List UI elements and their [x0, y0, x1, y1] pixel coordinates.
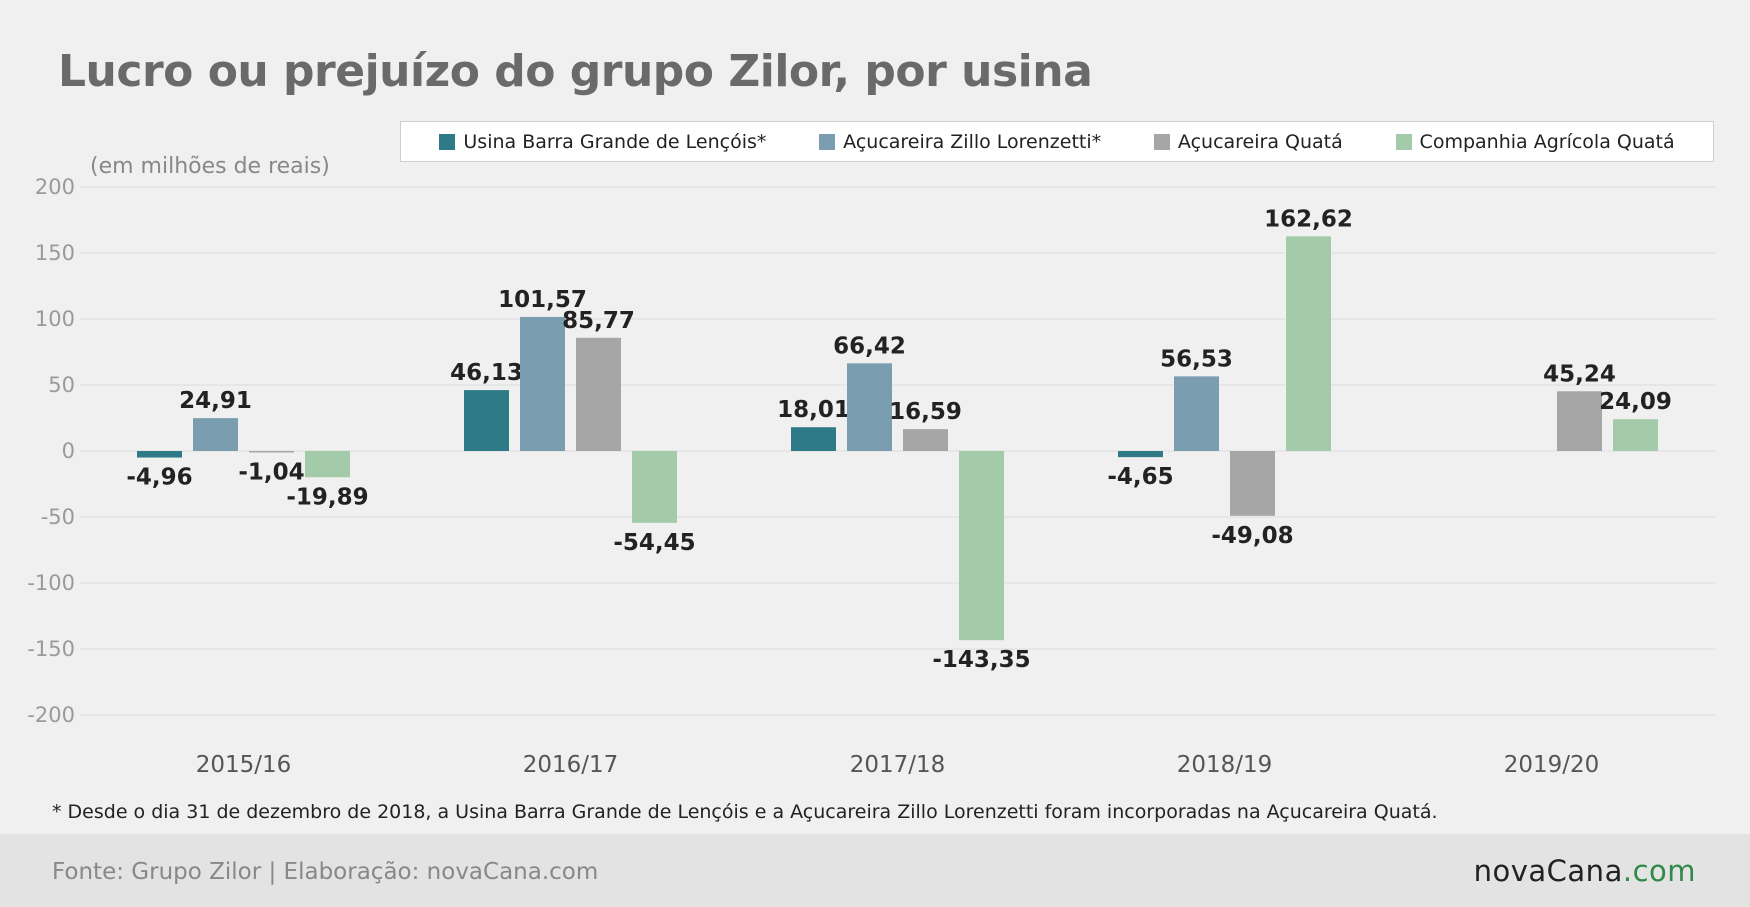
bar: [959, 451, 1004, 641]
legend-label-companhia-agricola: Companhia Agrícola Quatá: [1419, 130, 1675, 153]
source-credit: Fonte: Grupo Zilor | Elaboração: novaCan…: [52, 859, 599, 885]
bar: [305, 451, 350, 478]
legend-item-zillo-lorenzetti: Açucareira Zillo Lorenzetti*: [819, 131, 1101, 153]
y-tick-label: 200: [35, 175, 75, 199]
bar-chart: 200 150 100 50 0 -50 -100 -150 -200 -4,96 24,91 -1,…: [27, 175, 1715, 778]
legend-label-acucareira-quata: Açucareira Quatá: [1177, 130, 1343, 153]
bar: [464, 390, 509, 451]
data-label: 66,42: [833, 333, 906, 359]
bar: [1557, 391, 1602, 451]
bar: [1230, 451, 1275, 516]
bar: [903, 429, 948, 451]
bar: [137, 451, 182, 458]
legend-label-barra-grande: Usina Barra Grande de Lençóis*: [463, 130, 767, 153]
data-label: -4,96: [126, 465, 192, 491]
data-label: -1,04: [238, 460, 304, 486]
data-label: 45,24: [1543, 361, 1616, 387]
x-tick-label: 2019/20: [1504, 752, 1600, 778]
y-tick-label: 100: [35, 307, 75, 331]
x-tick-label: 2016/17: [523, 752, 619, 778]
data-label: 46,13: [450, 360, 523, 386]
y-tick-label: -50: [41, 505, 75, 529]
bar: [193, 418, 238, 451]
legend-item-acucareira-quata: Açucareira Quatá: [1153, 130, 1343, 153]
x-tick-label: 2015/16: [196, 752, 292, 778]
legend-item-barra-grande: Usina Barra Grande de Lençóis*: [439, 131, 766, 153]
unit-label: (em milhões de reais): [90, 154, 330, 179]
data-label: 162,62: [1264, 206, 1353, 232]
bar: [249, 451, 294, 453]
data-label: 24,91: [179, 388, 252, 414]
footer-bar: [0, 834, 1750, 907]
bar: [791, 427, 836, 451]
legend-swatch-companhia-agricola: [1395, 133, 1412, 150]
footnote: * Desde o dia 31 de dezembro de 2018, a …: [52, 801, 1438, 823]
legend-item-companhia-agricola: Companhia Agrícola Quatá: [1395, 130, 1675, 153]
legend-swatch-zillo-lorenzetti: [819, 133, 836, 150]
data-label: -4,65: [1107, 464, 1173, 490]
data-label: 24,09: [1599, 389, 1672, 415]
y-tick-label: -100: [27, 571, 75, 595]
y-tick-label: 50: [48, 373, 75, 397]
bar: [632, 451, 677, 523]
y-tick-label: -150: [27, 637, 75, 661]
legend-label-zillo-lorenzetti: Açucareira Zillo Lorenzetti*: [843, 130, 1102, 153]
x-tick-label: 2018/19: [1177, 752, 1273, 778]
bar: [520, 316, 565, 451]
data-label: 101,57: [498, 287, 587, 313]
data-label: 18,01: [777, 397, 850, 423]
legend-swatch-barra-grande: [439, 133, 456, 150]
bar: [1286, 236, 1331, 451]
x-tick-label: 2017/18: [850, 752, 946, 778]
y-tick-label: 0: [62, 439, 75, 463]
bar: [847, 363, 892, 451]
legend: Usina Barra Grande de Lençóis* Açucareir…: [400, 121, 1714, 162]
legend-swatch-acucareira-quata: [1153, 133, 1170, 150]
data-label: -143,35: [932, 647, 1030, 673]
y-tick-label: 150: [35, 241, 75, 265]
novacana-logo: novaCana.com: [1473, 854, 1696, 888]
bar: [576, 337, 621, 451]
bar: [1174, 376, 1219, 451]
data-label: -19,89: [286, 484, 368, 510]
data-label: 16,59: [889, 399, 962, 425]
bar: [1613, 419, 1658, 451]
y-tick-label: -200: [27, 703, 75, 727]
data-label: -54,45: [613, 530, 695, 556]
data-label: 85,77: [562, 308, 635, 334]
bar: [1118, 451, 1163, 458]
chart-title: Lucro ou prejuízo do grupo Zilor, por us…: [58, 46, 1093, 97]
data-label: -49,08: [1211, 523, 1293, 549]
data-label: 56,53: [1160, 346, 1233, 372]
